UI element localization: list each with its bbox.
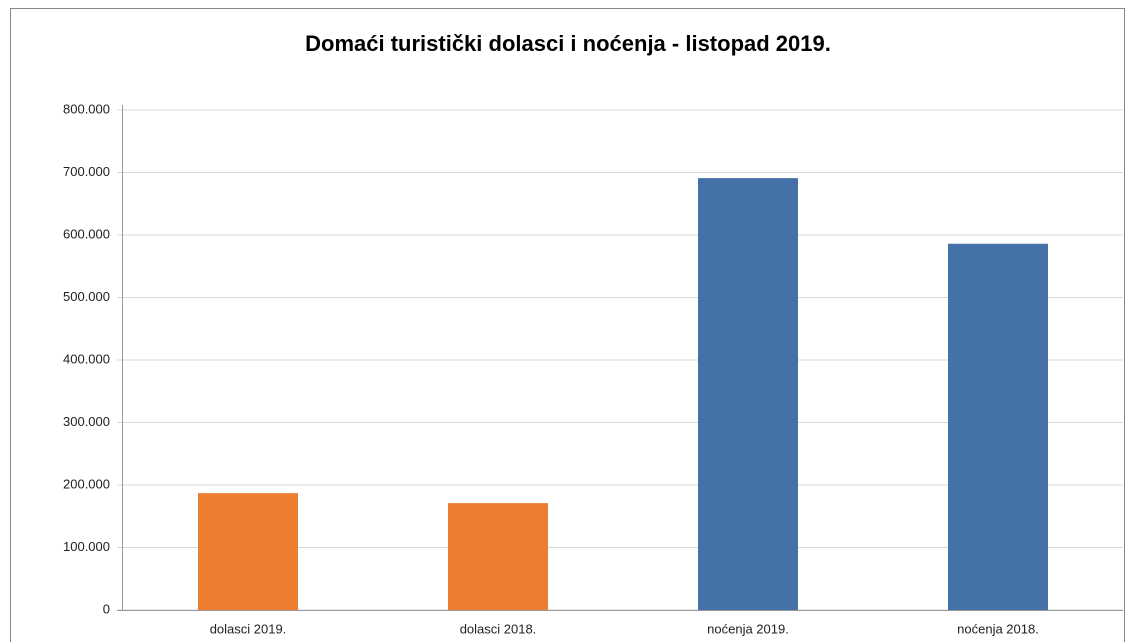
y-tick-label: 600.000 [63, 226, 110, 241]
y-tick-label: 0 [103, 601, 110, 616]
y-tick-label: 400.000 [63, 351, 110, 366]
bar [948, 243, 1048, 610]
x-tick-label: noćenja 2018. [957, 621, 1039, 636]
bar [448, 503, 548, 610]
x-tick-label: noćenja 2019. [707, 621, 789, 636]
y-tick-label: 500.000 [63, 289, 110, 304]
y-tick-label: 100.000 [63, 539, 110, 554]
x-tick-label: dolasci 2019. [210, 621, 287, 636]
chart-title: Domaći turistički dolasci i noćenja - li… [305, 31, 831, 56]
y-tick-label: 700.000 [63, 164, 110, 179]
chart-frame [10, 8, 1125, 642]
y-tick-label: 300.000 [63, 414, 110, 429]
bar [698, 178, 798, 610]
y-tick-label: 800.000 [63, 101, 110, 116]
bar [198, 493, 298, 610]
x-tick-label: dolasci 2018. [460, 621, 537, 636]
y-tick-label: 200.000 [63, 476, 110, 491]
